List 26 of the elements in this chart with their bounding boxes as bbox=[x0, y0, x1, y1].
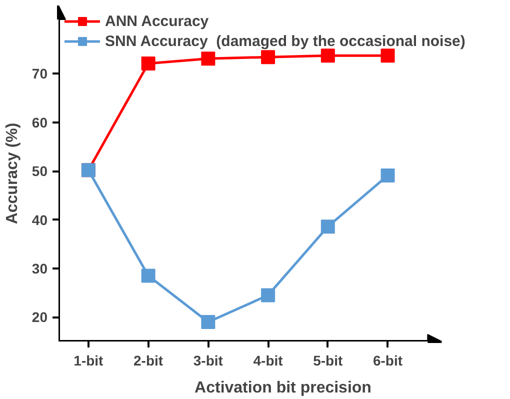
y-axis-title: Accuracy (%) bbox=[4, 122, 21, 224]
x-tick-label: 5-bit bbox=[313, 352, 344, 368]
point bbox=[141, 56, 156, 70]
point bbox=[320, 48, 335, 63]
x-tick-label: 3-bit bbox=[193, 352, 224, 368]
y-tick-label: 40 bbox=[32, 212, 48, 228]
point bbox=[141, 268, 156, 283]
legend-label: SNN Accuracy (damaged by the occasional noise) bbox=[105, 32, 466, 50]
y-tick-label: 50 bbox=[32, 163, 48, 180]
point bbox=[201, 315, 216, 330]
y-tick-label: 70 bbox=[32, 66, 48, 82]
x-tick-label: 2-bit bbox=[134, 352, 164, 368]
x-tick-label: 1-bit bbox=[74, 352, 104, 368]
y-tick-label: 30 bbox=[32, 260, 48, 276]
y-tick-label: 60 bbox=[32, 114, 48, 130]
legend-label: ANN Accuracy bbox=[105, 12, 209, 30]
point bbox=[380, 168, 395, 182]
point bbox=[380, 48, 395, 63]
x-axis-title: Activation bit precision bbox=[194, 380, 372, 396]
point bbox=[261, 50, 276, 64]
x-tick-label: 4-bit bbox=[253, 352, 284, 368]
point bbox=[261, 288, 276, 302]
x-tick-label: 6-bit bbox=[372, 352, 403, 368]
point bbox=[201, 52, 216, 66]
y-tick-label: 20 bbox=[32, 309, 48, 326]
point bbox=[320, 220, 335, 234]
